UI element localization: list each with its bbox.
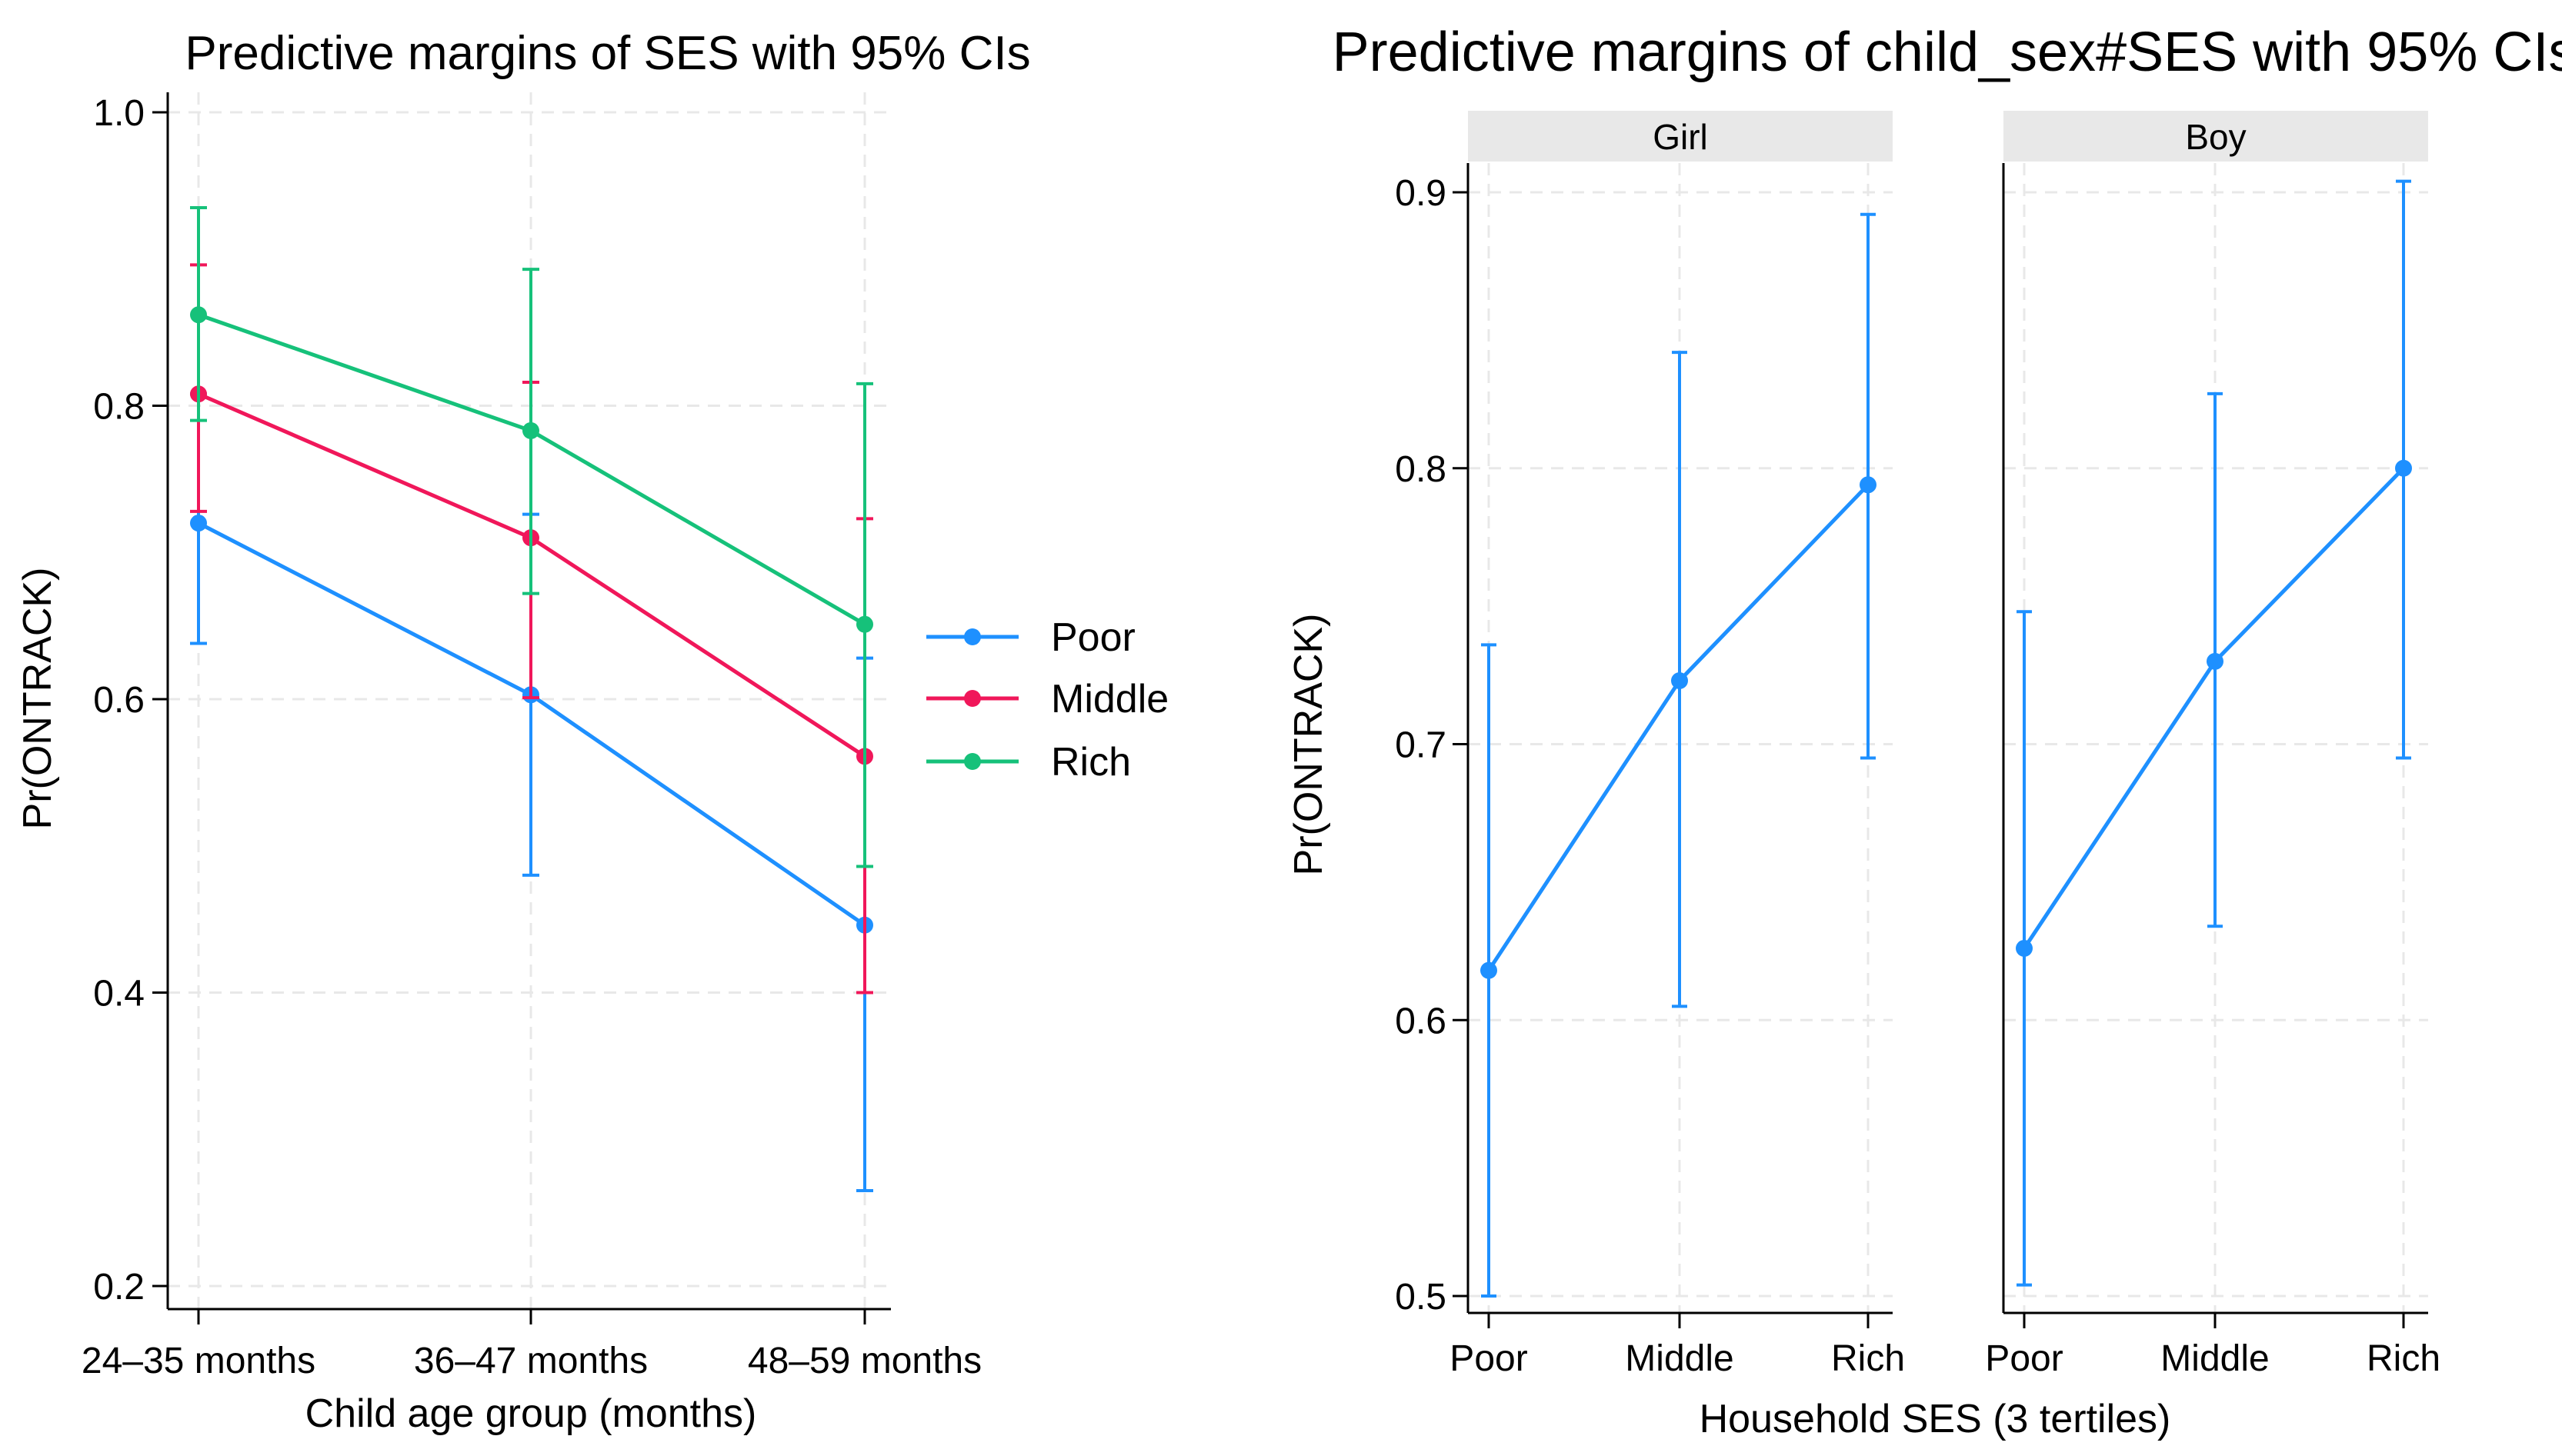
chart2-y-tick-label: 0.6	[1395, 1001, 1446, 1041]
chart1-legend: Poor Middle Rich	[926, 615, 1169, 785]
chart1-y-ticks: 0.2 0.4 0.6 0.8 1.0	[93, 93, 168, 1308]
chart2-y-tick-label: 0.5	[1395, 1277, 1446, 1318]
chart2-y-tick-label: 0.9	[1395, 173, 1446, 214]
data-point	[2395, 459, 2412, 477]
chart1-y-tick-label: 0.6	[93, 680, 145, 721]
chart2-y-tick-label: 0.7	[1395, 725, 1446, 766]
data-point	[1480, 961, 1497, 979]
legend-label: Poor	[1051, 615, 1136, 660]
chart2-x-axis-title: Household SES (3 tertiles)	[1700, 1397, 2171, 1441]
panel-strip-label: Boy	[2185, 117, 2246, 157]
panel-strip	[2003, 111, 2428, 162]
chart-sex-ses: Predictive margins of child_sex#SES with…	[1286, 22, 2562, 1441]
chart2-panels: Girl Poor Middle Rich Boy Poor Middle Rich	[1449, 111, 2440, 1379]
panel-strip	[1468, 111, 1893, 162]
legend-marker	[964, 628, 981, 645]
chart1-title: Predictive margins of SES with 95% CIs	[185, 27, 1030, 80]
data-point	[2016, 939, 2033, 957]
legend-marker	[964, 753, 981, 770]
data-point	[522, 421, 539, 439]
chart1-y-tick-label: 0.4	[93, 974, 145, 1015]
chart1-x-tick-label: 48–59 months	[748, 1341, 982, 1381]
series-rich	[190, 205, 873, 868]
data-point	[1860, 476, 1876, 494]
data-point	[856, 615, 873, 633]
chart2-x-tick-label: Middle	[2160, 1338, 2269, 1379]
chart2-x-tick-label: Middle	[1625, 1338, 1733, 1379]
chart2-x-tick-label: Rich	[1831, 1338, 1905, 1379]
chart2-x-tick-label: Poor	[1985, 1338, 2063, 1379]
panel-strip-label: Girl	[1653, 117, 1708, 157]
chart2-x-tick-label: Rich	[2367, 1338, 2440, 1379]
data-point	[1671, 671, 1688, 689]
chart1-y-tick-label: 1.0	[93, 93, 145, 134]
chart2-y-axis-title: Pr(ONTRACK)	[1286, 614, 1331, 876]
chart1-x-ticks: 24–35 months 36–47 months 48–59 months	[82, 1309, 982, 1381]
chart2-title: Predictive margins of child_sex#SES with…	[1333, 22, 2562, 83]
legend-label: Rich	[1051, 740, 1131, 785]
panel-girl: Girl Poor Middle Rich	[1449, 111, 1905, 1379]
legend-label: Middle	[1051, 677, 1169, 721]
chart1-y-tick-label: 0.8	[93, 387, 145, 428]
chart1-x-tick-label: 24–35 months	[82, 1341, 315, 1381]
data-point	[2207, 652, 2223, 670]
chart1-x-tick-label: 36–47 months	[414, 1341, 648, 1381]
chart2-y-tick-label: 0.8	[1395, 449, 1446, 490]
panel-boy: Boy Poor Middle Rich	[1985, 111, 2440, 1379]
data-point	[190, 515, 207, 532]
chart1-series	[190, 205, 873, 1193]
chart2-y-ticks: 0.5 0.6 0.7 0.8 0.9	[1395, 173, 1468, 1318]
chart2-x-tick-label: Poor	[1449, 1338, 1527, 1379]
chart1-x-axis-title: Child age group (months)	[305, 1391, 757, 1436]
chart-ses-by-age: Predictive margins of SES with 95% CIs 0…	[15, 27, 1169, 1436]
chart1-y-tick-label: 0.2	[93, 1267, 145, 1308]
legend-marker	[964, 690, 981, 707]
chart1-y-axis-title: Pr(ONTRACK)	[15, 568, 60, 830]
data-point	[190, 306, 207, 324]
